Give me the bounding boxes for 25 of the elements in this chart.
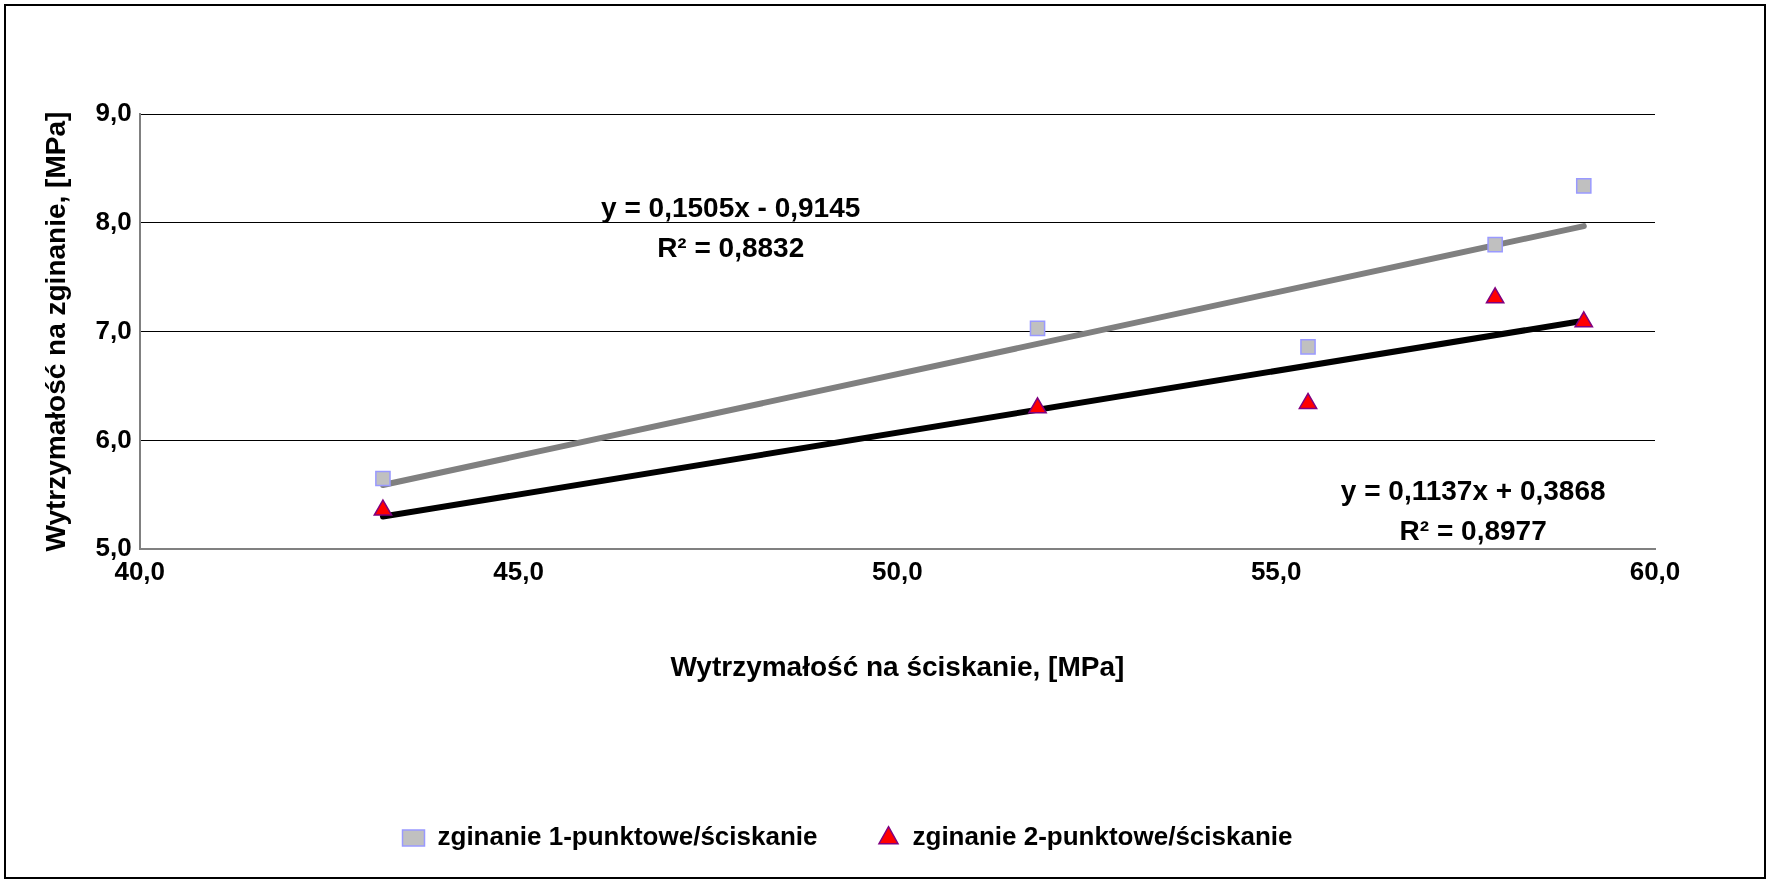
legend-label: zginanie 2-punktowe/ściskanie (912, 821, 1293, 852)
y-tick-label: 6,0 (95, 423, 132, 454)
x-tick-label: 50,0 (872, 555, 923, 586)
x-tick-label: 60,0 (1629, 555, 1681, 586)
point (373, 499, 393, 516)
x-axis-title: Wytrzymałość na ściskanie, [MPa] (670, 650, 1125, 682)
y-tick-label: 7,0 (95, 314, 132, 345)
point (1487, 236, 1503, 253)
y-axis-title: Wytrzymałość na zginanie, [MPa] (39, 111, 71, 552)
point (1029, 320, 1046, 337)
annotation: R² = 0,8977 (1399, 514, 1547, 546)
annotation: R² = 0,8832 (657, 231, 805, 263)
point (1575, 177, 1592, 194)
annotation: y = 0,1505x - 0,9145 (601, 192, 861, 224)
y-tick-label: 9,0 (95, 97, 132, 128)
x-tick-label: 55,0 (1250, 555, 1302, 586)
point (1485, 287, 1505, 304)
point (1028, 397, 1047, 414)
y-tick-label: 8,0 (95, 205, 132, 236)
annotation: y = 0,1137x + 0,3868 (1340, 475, 1606, 507)
x-tick-label: 45,0 (493, 555, 544, 586)
point (1300, 339, 1316, 355)
point (1574, 311, 1594, 328)
point (1298, 392, 1318, 410)
legend-label: zginanie 1-punktowe/ściskanie (437, 821, 818, 852)
